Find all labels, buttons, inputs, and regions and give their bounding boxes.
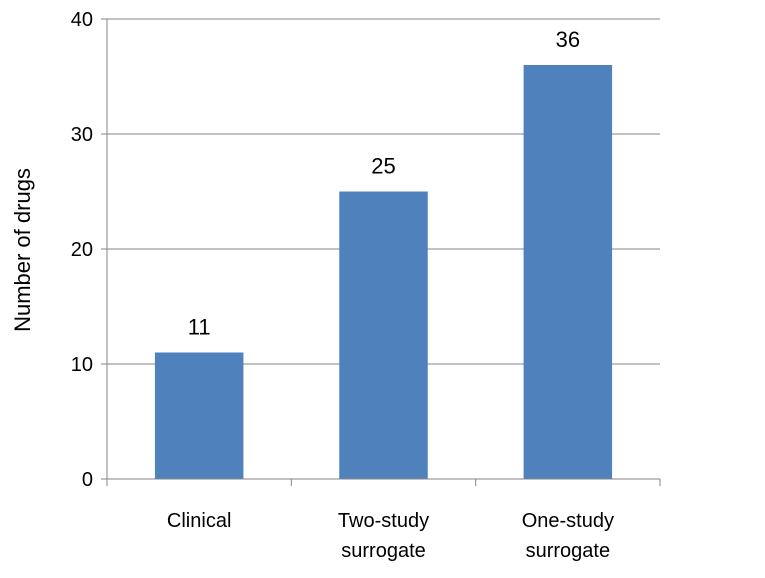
category-label: Two-study surrogate: [338, 510, 429, 562]
bar: [339, 191, 428, 479]
category-label-line: Two-study: [338, 510, 429, 532]
category-label: One-study surrogate: [522, 510, 614, 562]
bar: [154, 352, 244, 479]
bar: [523, 65, 613, 479]
y-tick-label: 30: [71, 124, 93, 146]
data-labels: 11 25 36: [188, 27, 580, 340]
data-label: 36: [556, 27, 580, 52]
y-tick-label: 20: [71, 239, 93, 261]
bars: [154, 65, 613, 479]
y-tick-label: 10: [71, 354, 93, 376]
y-tick-label: 0: [82, 469, 93, 491]
category-label-line: Clinical: [167, 510, 231, 532]
category-label: Clinical: [167, 510, 231, 532]
y-axis-title: Number of drugs: [10, 168, 35, 332]
data-label: 11: [188, 315, 211, 340]
category-labels: Clinical Two-study surrogate One-study surro…: [167, 510, 614, 562]
category-label-line: One-study: [522, 510, 614, 532]
y-tick-labels: 0 10 20 30 40: [71, 9, 93, 491]
category-label-line: surrogate: [526, 540, 611, 562]
data-label: 25: [371, 154, 395, 179]
axes: [101, 18, 661, 486]
category-label-line: surrogate: [341, 540, 426, 562]
y-tick-label: 40: [71, 9, 93, 31]
